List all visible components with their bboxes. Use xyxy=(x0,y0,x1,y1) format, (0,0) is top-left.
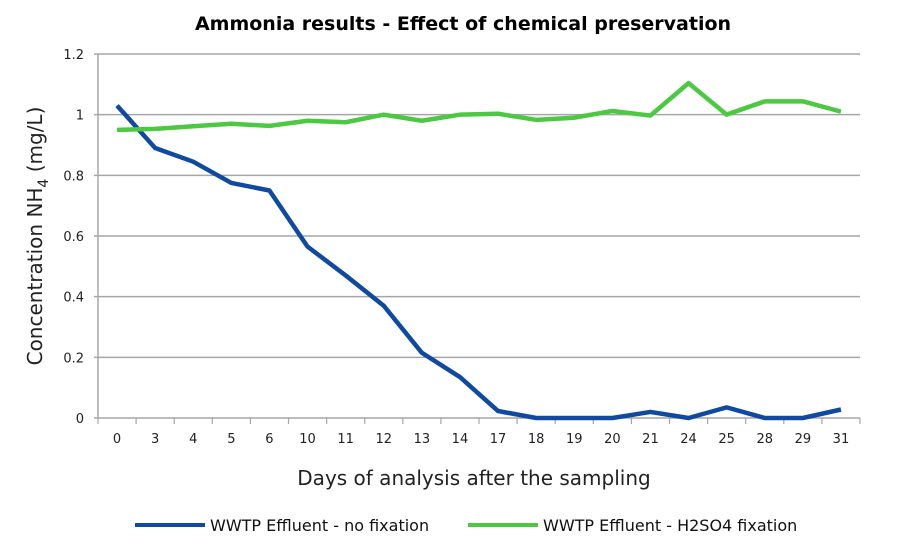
x-tick-label: 18 xyxy=(528,432,545,447)
x-axis-label: Days of analysis after the sampling xyxy=(297,466,650,490)
x-tick-label: 3 xyxy=(151,432,159,447)
x-tick-label: 29 xyxy=(795,432,812,447)
y-tick-label: 0 xyxy=(76,412,84,427)
legend-label-h2so4-fixation: WWTP Effluent - H2SO4 fixation xyxy=(543,516,797,535)
x-tick-label: 5 xyxy=(227,432,235,447)
series-line-h2so4-fixation xyxy=(117,83,841,130)
y-tick-label: 1 xyxy=(76,109,84,124)
y-tick-label: 0.8 xyxy=(63,169,84,184)
chart-title: Ammonia results - Effect of chemical pre… xyxy=(195,13,731,35)
x-tick-label: 14 xyxy=(452,432,469,447)
x-tick-label: 24 xyxy=(680,432,697,447)
y-tick-label: 0.6 xyxy=(63,230,84,245)
x-tick-label: 11 xyxy=(337,432,354,447)
x-tick-label: 28 xyxy=(756,432,773,447)
x-tick-label: 6 xyxy=(265,432,273,447)
series-line-no-fixation xyxy=(117,106,841,418)
legend: WWTP Effluent - no fixation WWTP Effluen… xyxy=(135,516,797,535)
x-tick-label: 25 xyxy=(718,432,735,447)
y-tick-label: 0.2 xyxy=(63,351,84,366)
y-axis-label: Concentration NH4 (mg/L) xyxy=(23,107,52,366)
x-tick-label: 10 xyxy=(299,432,316,447)
legend-label-no-fixation: WWTP Effluent - no fixation xyxy=(210,516,429,535)
y-tick-label: 1.2 xyxy=(63,48,84,63)
x-tick-label: 19 xyxy=(566,432,583,447)
x-tick-label: 31 xyxy=(833,432,850,447)
x-tick-label: 4 xyxy=(189,432,197,447)
y-tick-label: 0.4 xyxy=(63,291,84,306)
x-tick-label: 17 xyxy=(490,432,507,447)
x-tick-label: 0 xyxy=(113,432,121,447)
x-tick-label: 12 xyxy=(375,432,392,447)
x-tick-label: 13 xyxy=(414,432,431,447)
x-tick-label: 21 xyxy=(642,432,659,447)
x-tick-label: 20 xyxy=(604,432,621,447)
